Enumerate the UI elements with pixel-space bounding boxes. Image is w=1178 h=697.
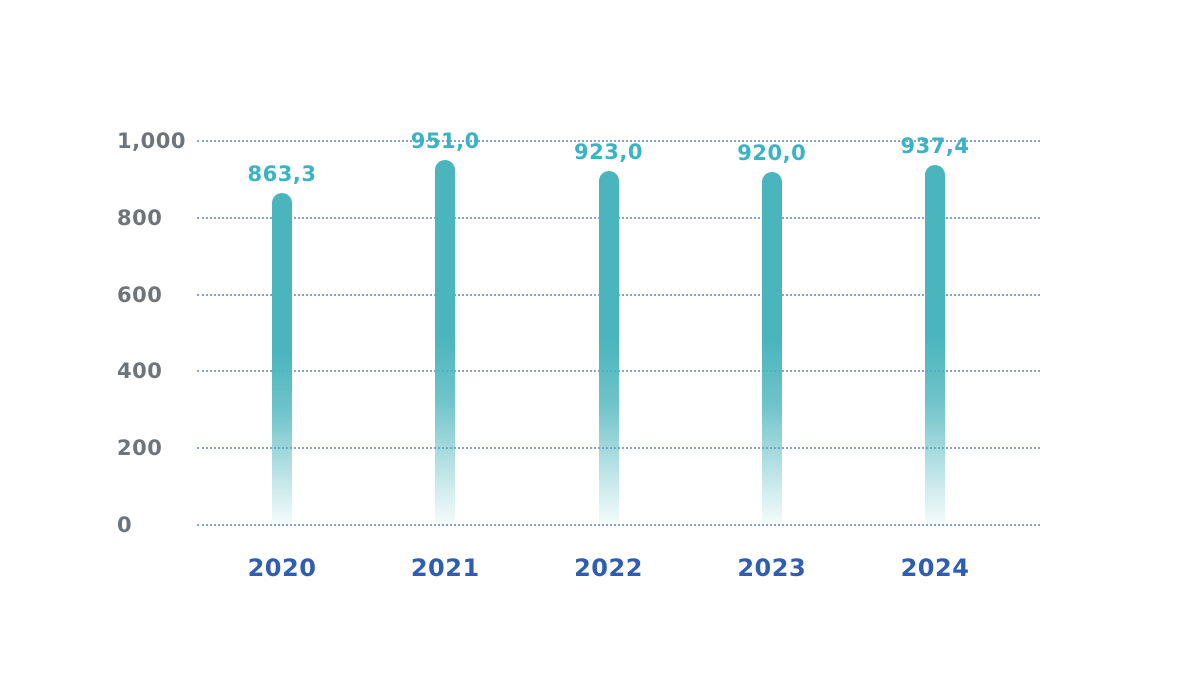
y-tick-label-1000: 1,000 <box>117 129 186 153</box>
value-label-2022: 923,0 <box>574 139 643 164</box>
y-tick-label-400: 400 <box>117 359 163 384</box>
value-label-2020: 863,3 <box>247 162 317 187</box>
x-axis-label-2022: 2022 <box>574 554 643 582</box>
y-tick-label-600: 600 <box>117 282 163 307</box>
bar-2022 <box>598 170 619 525</box>
x-axis-label-2024: 2024 <box>900 554 970 582</box>
x-axis-label-2021: 2021 <box>410 554 480 582</box>
x-axis-label-2023: 2023 <box>737 554 807 582</box>
bar-2021 <box>435 159 456 525</box>
value-label-2021: 951,0 <box>410 128 480 153</box>
gridline-0 <box>197 524 1040 526</box>
gridline-200 <box>197 447 1040 450</box>
x-axis-label-2020: 2020 <box>247 554 317 582</box>
gridline-1000 <box>197 140 1040 142</box>
gridline-600 <box>197 293 1040 296</box>
value-label-2024: 937,4 <box>900 134 970 159</box>
y-tick-label-200: 200 <box>117 436 163 461</box>
gridline-800 <box>197 216 1040 219</box>
y-tick-label-0: 0 <box>117 513 133 537</box>
bar-2024 <box>925 165 945 525</box>
value-label-2023: 920,0 <box>737 140 807 165</box>
gridline-400 <box>197 370 1040 373</box>
bar-2023 <box>761 171 782 525</box>
y-tick-label-800: 800 <box>117 205 163 230</box>
bar-2020 <box>272 193 292 525</box>
